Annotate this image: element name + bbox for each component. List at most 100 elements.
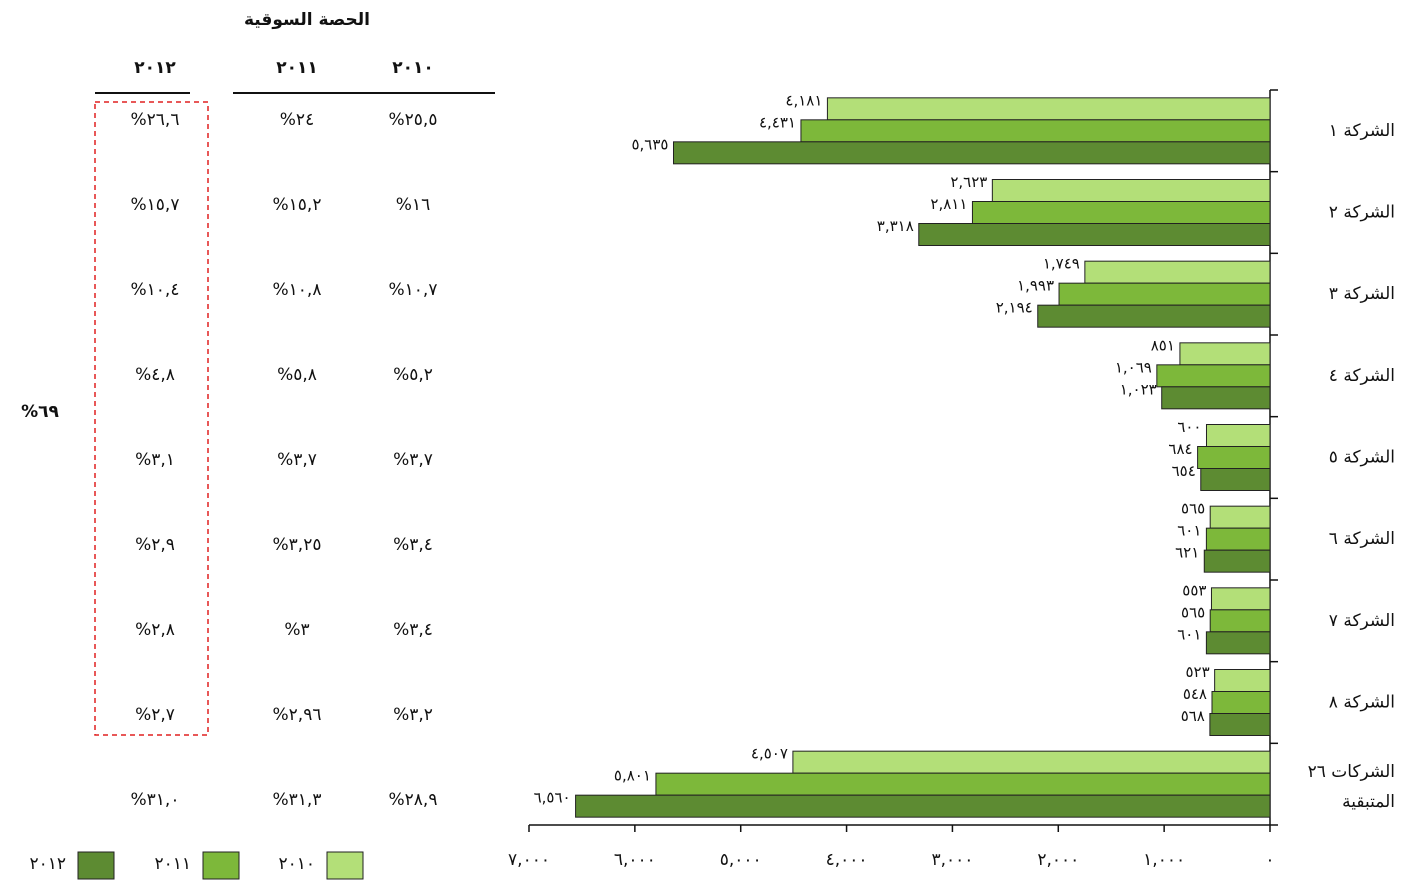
- table-cell: %٥,٢: [393, 365, 433, 385]
- highlight-box: [94, 101, 209, 736]
- table-cell: %٣,٢٥: [273, 535, 322, 555]
- bar: [672, 141, 1271, 165]
- data-label: ١,٠٢٣: [1120, 380, 1157, 398]
- data-label: ٢,٨١١: [930, 195, 967, 213]
- category-label: الشركات ٢٦: [1308, 762, 1395, 782]
- data-label: ٥٦٥: [1181, 500, 1205, 518]
- table-cell: %٤,٨: [135, 365, 175, 385]
- table-cell: %١٠,٧: [389, 280, 438, 300]
- data-label: ٥,٨٠١: [614, 767, 651, 785]
- x-tick-label: ٢,٠٠٠: [1037, 850, 1079, 870]
- x-tick-label: ٥,٠٠٠: [720, 850, 762, 870]
- table-cell: %٣١,٠: [131, 790, 180, 810]
- table-title: الحصة السوقية: [244, 10, 370, 30]
- bar: [1203, 549, 1271, 573]
- category-label: الشركة ١: [1329, 121, 1395, 141]
- bar: [1161, 386, 1271, 410]
- bar: [971, 201, 1271, 224]
- bar: [1209, 505, 1271, 529]
- category-label: الشركة ٧: [1329, 611, 1395, 631]
- data-label: ٥٦٥: [1181, 603, 1205, 621]
- table-cell: %٣١,٣: [273, 790, 322, 810]
- category-label: الشركة ٨: [1329, 693, 1395, 713]
- table-cell: %١٦: [396, 195, 430, 215]
- legend-swatch: [202, 851, 240, 880]
- table-cell: %٣,٧: [393, 450, 433, 470]
- bar: [1209, 609, 1271, 633]
- x-tick-label: ١,٠٠٠: [1143, 850, 1185, 870]
- category-label: الشركة ٣: [1329, 284, 1395, 304]
- table-cell: %١٥,٢: [273, 195, 322, 215]
- data-label: ٥٥٣: [1182, 581, 1206, 599]
- data-label: ٦٠١: [1177, 625, 1201, 643]
- table-cell: %٣: [284, 620, 309, 640]
- table-cell: %٢٦,٦: [131, 110, 180, 130]
- data-label: ٦٨٤: [1168, 440, 1192, 458]
- category-label: المتبقية: [1342, 792, 1395, 812]
- column-header: ٢٠١١: [276, 58, 318, 78]
- data-label: ٦٢١: [1175, 544, 1199, 562]
- data-label: ٥٤٨: [1183, 685, 1207, 703]
- table-cell: %١٥,٧: [131, 195, 180, 215]
- table-cell: %٣,٢: [393, 705, 433, 725]
- bar: [1156, 364, 1271, 388]
- x-tick-label: ٣,٠٠٠: [931, 850, 973, 870]
- legend-label: ٢٠١٠: [278, 854, 315, 874]
- bar: [1205, 527, 1271, 551]
- table-cell: %٥,٨: [277, 365, 317, 385]
- x-tick-label: ٠: [1265, 850, 1274, 870]
- table-cell: %٢,٩٦: [273, 705, 322, 725]
- table-cell: %٣,١: [135, 450, 175, 470]
- bar: [792, 750, 1271, 774]
- table-cell: %٣,٤: [393, 620, 433, 640]
- bar: [1037, 304, 1271, 328]
- table-cell: %١٠,٨: [273, 280, 322, 300]
- data-label: ١,٩٩٣: [1017, 277, 1054, 295]
- table-cell: %٣,٧: [277, 450, 317, 470]
- data-label: ٥,٦٣٥: [631, 135, 668, 153]
- bar: [1209, 713, 1271, 736]
- highlight-total: %٦٩: [21, 402, 59, 422]
- table-cell: %٢٨,٩: [389, 790, 438, 810]
- data-label: ٢,١٩٤: [996, 299, 1033, 317]
- bar: [1058, 282, 1271, 306]
- data-label: ١,٠٦٩: [1115, 358, 1152, 376]
- x-tick-label: ٦,٠٠٠: [614, 850, 656, 870]
- category-label: الشركة ٢: [1329, 203, 1395, 223]
- table-cell: %٢٤: [280, 110, 314, 130]
- data-label: ٦,٥٦٠: [534, 789, 571, 807]
- table-cell: %٣,٤: [393, 535, 433, 555]
- table-cell: %٢,٨: [135, 620, 175, 640]
- data-label: ٢,٦٢٣: [950, 173, 987, 191]
- bar: [1205, 424, 1271, 447]
- bar: [1179, 342, 1271, 366]
- bar: [1200, 468, 1271, 491]
- x-tick-label: ٤,٠٠٠: [826, 850, 868, 870]
- bar: [1210, 587, 1271, 611]
- category-label: الشركة ٤: [1329, 366, 1395, 386]
- legend-swatch: [326, 851, 364, 880]
- data-label: ٤,١٨١: [785, 91, 822, 109]
- legend-swatch: [77, 851, 115, 880]
- bar: [918, 223, 1271, 246]
- bar: [1197, 446, 1271, 469]
- data-label: ٤,٤٣١: [759, 113, 796, 131]
- bar: [1205, 631, 1271, 655]
- table-cell: %٢٥,٥: [389, 110, 438, 130]
- table-cell: %٢,٩: [135, 535, 175, 555]
- table-cell: %١٠,٤: [131, 280, 180, 300]
- data-label: ١,٧٤٩: [1043, 255, 1080, 273]
- bar: [1084, 260, 1271, 284]
- bar: [655, 772, 1271, 796]
- data-label: ٨٥١: [1151, 336, 1175, 354]
- data-label: ٦٠٠: [1177, 418, 1201, 436]
- x-tick-label: ٧,٠٠٠: [508, 850, 550, 870]
- bar: [800, 119, 1271, 143]
- legend-label: ٢٠١١: [154, 854, 191, 874]
- column-header: ٢٠١٠: [392, 58, 434, 78]
- table-cell: %٢,٧: [135, 705, 175, 725]
- data-label: ٤,٥٠٧: [751, 745, 788, 763]
- data-label: ٦٥٤: [1172, 462, 1196, 480]
- bar: [1214, 669, 1271, 692]
